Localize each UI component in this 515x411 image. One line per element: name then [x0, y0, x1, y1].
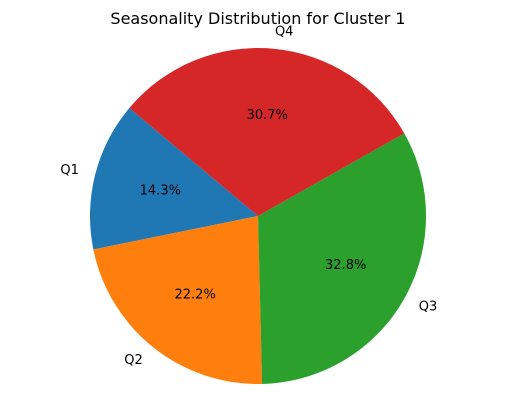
- slice-label-q2: Q2: [124, 353, 143, 368]
- pct-label-q2: 22.2%: [175, 287, 216, 302]
- pct-label-q3: 32.8%: [325, 258, 366, 273]
- chart-title: Seasonality Distribution for Cluster 1: [110, 9, 405, 28]
- pie-labels: 14.3% Q1 22.2% Q2 32.8% Q3 30.7% Q4: [60, 24, 437, 368]
- pct-label-q1: 14.3%: [140, 184, 181, 199]
- pie-slice-q2: [93, 216, 263, 385]
- pie-slices: [89, 47, 427, 385]
- pct-label-q4: 30.7%: [247, 108, 288, 123]
- slice-label-q4: Q4: [275, 24, 294, 39]
- slice-label-q1: Q1: [60, 163, 79, 178]
- pie-slice-q4: [129, 47, 405, 217]
- pie-slice-q1: [89, 108, 258, 250]
- pie-slice-q3: [258, 133, 427, 384]
- slice-label-q3: Q3: [419, 300, 438, 315]
